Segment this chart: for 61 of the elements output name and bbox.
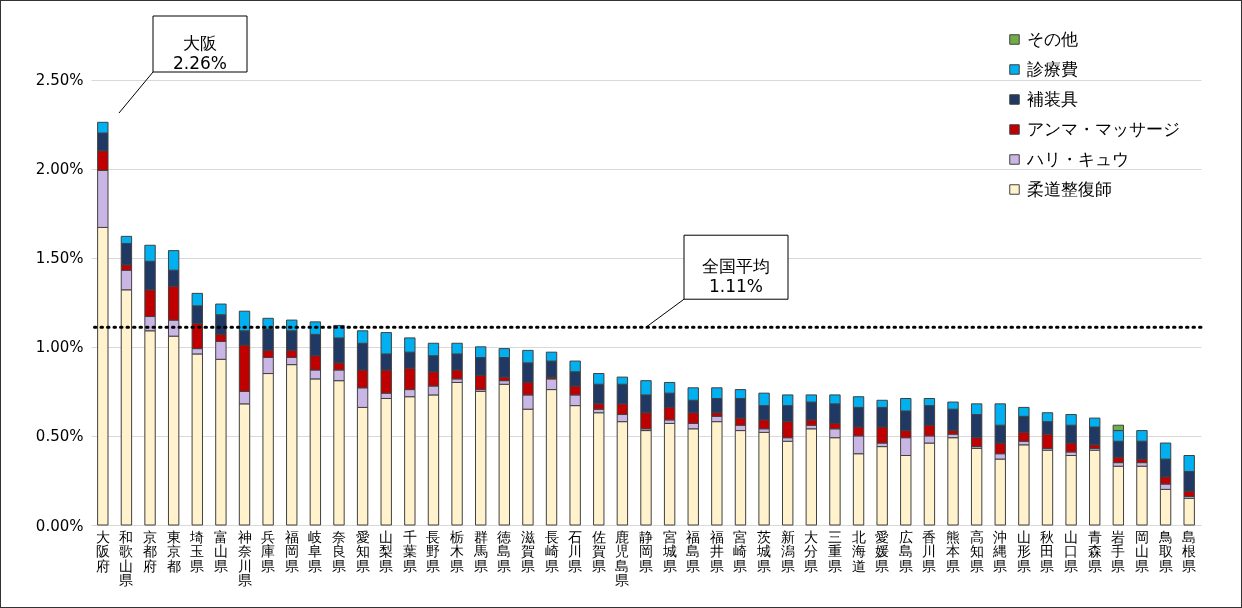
x-tick-label: 千葉県: [402, 528, 417, 574]
annotation: 大阪 2.26%: [172, 33, 228, 73]
y-tick-label: 2.00%: [35, 160, 84, 179]
x-tick-label: 神奈川県: [237, 528, 252, 588]
x-tick-label: 滋賀県: [520, 528, 535, 574]
x-tick-label: 愛媛県: [875, 528, 890, 574]
ref-line-label: 全国平均 1.11%: [702, 256, 770, 297]
x-tick-label: 京都府: [143, 528, 158, 574]
x-tick-label: 佐賀県: [591, 528, 606, 574]
x-tick-label: 高知県: [969, 528, 984, 574]
x-tick-label: 岩手県: [1111, 528, 1126, 574]
x-tick-label: 長崎県: [544, 528, 559, 574]
y-tick-label: 2.50%: [35, 71, 84, 90]
x-tick-label: 石川県: [568, 528, 583, 574]
x-tick-label: 愛知県: [355, 528, 370, 574]
x-tick-label: 山形県: [1016, 528, 1031, 574]
x-tick-label: 沖縄県: [992, 528, 1008, 574]
x-tick-label: 岡山県: [1134, 528, 1149, 574]
x-tick-label: 長野県: [426, 528, 441, 574]
y-tick-label: 1.50%: [35, 249, 84, 268]
x-tick-label: 東京都: [166, 528, 181, 574]
x-tick-label: 徳島県: [497, 528, 512, 574]
x-tick-label: 鹿児島県: [615, 528, 630, 588]
y-tick-label: 0.00%: [35, 516, 84, 535]
x-tick-label: 福井県: [709, 528, 724, 574]
x-tick-label: 栃木県: [450, 528, 465, 574]
x-tick-label: 大阪府: [95, 528, 110, 574]
x-tick-label: 福島県: [686, 528, 701, 574]
legend-label: 柔道整復師: [1027, 178, 1112, 199]
x-tick-label: 香川県: [922, 528, 937, 574]
x-tick-label: 埼玉県: [189, 528, 205, 574]
x-tick-label: 北海道: [851, 528, 866, 574]
x-tick-label: 富山県: [213, 528, 228, 574]
x-tick-label: 兵庫県: [261, 528, 276, 574]
y-tick-label: 0.50%: [35, 427, 84, 446]
x-tick-label: 秋田県: [1040, 528, 1055, 574]
x-tick-label: 茨城県: [756, 528, 772, 574]
x-tick-label: 宮城県: [661, 528, 677, 574]
x-tick-label: 三重県: [827, 528, 842, 574]
x-tick-label: 山梨県: [379, 528, 394, 574]
x-tick-label: 新潟県: [780, 528, 795, 574]
x-tick-label: 奈良県: [331, 528, 346, 574]
x-tick-label: 大分県: [804, 528, 819, 574]
legend-label: アンマ・マッサージ: [1027, 118, 1180, 139]
x-tick-label: 鳥取県: [1157, 528, 1173, 574]
legend-label: 補装具: [1027, 88, 1078, 109]
y-tick-label: 1.00%: [35, 338, 84, 357]
x-tick-label: 静岡県: [639, 528, 653, 574]
x-tick-label: 青森県: [1087, 528, 1102, 574]
x-tick-label: 島根県: [1182, 528, 1197, 574]
x-tick-label: 広島県: [898, 528, 913, 574]
x-tick-label: 岐阜県: [308, 528, 323, 574]
legend-label: 診療費: [1027, 58, 1078, 79]
x-tick-label: 群馬県: [472, 528, 488, 574]
x-tick-label: 熊本県: [946, 528, 961, 574]
x-tick-label: 宮崎県: [733, 528, 748, 574]
x-tick-label: 山口県: [1064, 528, 1079, 574]
x-tick-label: 和歌山県: [119, 528, 134, 588]
legend-label: ハリ・キュウ: [1026, 148, 1129, 169]
legend-label: その他: [1027, 28, 1078, 49]
x-tick-label: 福岡県: [284, 528, 299, 574]
